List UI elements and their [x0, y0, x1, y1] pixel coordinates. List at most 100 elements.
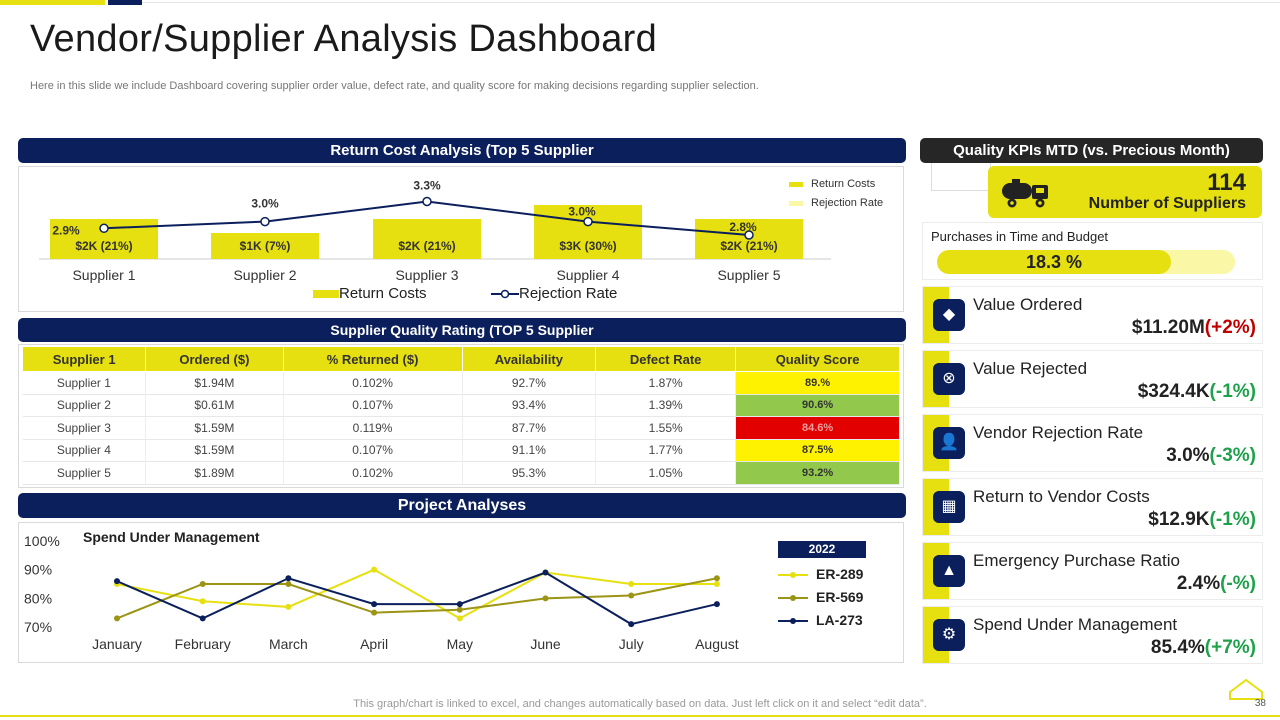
x-tick-label: March: [269, 636, 308, 652]
series-point: [371, 601, 378, 608]
tanker-truck-icon: [1002, 179, 1048, 208]
kpi-label: Vendor Rejection Rate: [973, 423, 1144, 442]
column-header: Quality Score: [735, 346, 900, 372]
table-row: Supplier 5 $1.89M 0.102% 95.3% 1.05% 93.2%: [22, 461, 900, 485]
series-point: [199, 615, 206, 622]
table-cell: 0.119%: [283, 416, 463, 440]
quality-score-cell: 89.%: [735, 371, 900, 395]
gear-money-icon: ⚙: [933, 619, 965, 651]
series-point: [371, 609, 378, 616]
line-legend: ER-289 ER-569 LA-273: [778, 566, 863, 635]
kpi-card-spend-under-management: ⚙ Spend Under Management 85.4%(+7%): [922, 606, 1263, 664]
kpi-label: Spend Under Management: [973, 615, 1178, 634]
table-row: Supplier 4 $1.59M 0.107% 91.1% 1.77% 87.5%: [22, 439, 900, 462]
legend-label: LA-273: [816, 612, 863, 628]
series-point: [628, 592, 635, 599]
table-cell: $0.61M: [145, 394, 284, 417]
category-label: Supplier 2: [233, 267, 296, 283]
quality-score-cell: 87.5%: [735, 439, 900, 462]
legend-line-icon: [778, 572, 808, 579]
legend-item-rejection-rate: Rejection Rate: [789, 197, 883, 209]
table-cell: 91.1%: [462, 439, 597, 462]
legend-label: Return Costs: [339, 285, 427, 302]
page-title: Vendor/Supplier Analysis Dashboard: [30, 18, 658, 60]
table-cell: $1.59M: [145, 416, 284, 440]
y-tick-label: 90%: [24, 562, 52, 578]
y-tick-label: 70%: [24, 619, 52, 635]
y-tick-label: 80%: [24, 590, 52, 606]
kpi-value-amount: 3.0%: [1166, 445, 1210, 466]
legend-swatch-icon: [789, 181, 803, 187]
purchases-label: Purchases in Time and Budget: [931, 229, 1109, 244]
kpi-value: $11.20M(+2%): [1132, 317, 1256, 339]
kpi-card-emergency-purchase-ratio: ▲ Emergency Purchase Ratio 2.4%(-%): [922, 542, 1263, 600]
table-header-row: Supplier 1 Ordered ($) % Returned ($) Av…: [21, 346, 900, 372]
kpi-delta: (-1%): [1209, 509, 1256, 530]
return-cost-bar: [373, 219, 481, 259]
table-cell: Supplier 4: [22, 439, 147, 462]
series-point: [456, 606, 463, 613]
table-cell: 92.7%: [462, 371, 597, 395]
kpi-value-amount: 85.4%: [1150, 637, 1205, 658]
series-point: [542, 569, 549, 576]
kpi-card-vendor-rejection-rate: 👤 Vendor Rejection Rate 3.0%(-3%): [922, 414, 1263, 472]
series-line-la-273: [116, 571, 718, 626]
quality-rating-header: Supplier Quality Rating (TOP 5 Supplier: [18, 318, 906, 342]
table-cell: 1.39%: [595, 394, 737, 417]
emergency-light-icon: ▲: [933, 555, 965, 587]
series-point: [285, 575, 292, 582]
suppliers-label: Number of Suppliers: [1088, 195, 1246, 212]
year-label: 2022: [778, 541, 866, 558]
table-row: Supplier 2 $0.61M 0.107% 93.4% 1.39% 90.6%: [22, 394, 900, 417]
series-point: [628, 621, 635, 628]
series-point: [371, 566, 378, 573]
table-cell: Supplier 2: [22, 394, 147, 417]
diamond-hand-icon: ◆: [933, 299, 965, 331]
home-icon[interactable]: [1226, 678, 1266, 700]
rejection-rate-point: [583, 216, 593, 227]
rate-label: 3.0%: [568, 205, 596, 219]
bottom-legend-rejection-rate: Rejection Rate: [491, 285, 617, 302]
table-cell: $1.89M: [145, 461, 284, 485]
return-cost-header: Return Cost Analysis (Top 5 Supplier: [18, 138, 906, 163]
legend-item-return-costs: Return Costs: [789, 178, 875, 190]
kpi-delta: (-%): [1220, 573, 1256, 594]
kpi-delta: (+2%): [1204, 317, 1256, 338]
column-header: Supplier 1: [21, 346, 147, 372]
rate-label: 2.9%: [52, 223, 80, 237]
page-subtitle: Here in this slide we include Dashboard …: [30, 80, 759, 92]
vendor-user-icon: 👤: [933, 427, 965, 459]
kpi-value-amount: $11.20M: [1131, 317, 1205, 338]
kpi-label: Value Ordered: [973, 295, 1083, 314]
bar-label: $2K (21%): [75, 239, 132, 253]
suppliers-count: 114: [1207, 169, 1246, 196]
series-point: [542, 595, 549, 602]
x-tick-label: June: [530, 636, 561, 652]
x-tick-label: January: [92, 636, 142, 652]
project-analyses-panel: 100% 90% 80% 70% January February March April Ma…: [18, 522, 904, 663]
project-analyses-header: Project Analyses: [18, 493, 906, 518]
bar-label: $2K (21%): [398, 239, 455, 253]
kpi-card-return-to-vendor-costs: ▦ Return to Vendor Costs $12.9K(-1%): [922, 478, 1263, 536]
series-point: [114, 615, 120, 622]
category-label: Supplier 3: [395, 267, 458, 283]
kpi-value-amount: 2.4%: [1176, 573, 1221, 594]
purchases-card: Purchases in Time and Budget 18.3 %: [922, 222, 1263, 280]
series-line-er-569: [116, 577, 718, 620]
rate-label: 3.3%: [413, 179, 441, 193]
series-line-er-289: [116, 568, 717, 620]
kpi-value-amount: $12.9K: [1148, 509, 1210, 530]
kpi-value: 3.0%(-3%): [1166, 445, 1256, 467]
footer-note: This graph/chart is linked to excel, and…: [353, 698, 927, 710]
table-cell: 1.77%: [595, 439, 737, 462]
legend-swatch-icon: [789, 200, 803, 206]
y-tick-label: 100%: [24, 533, 60, 549]
rejection-rate-point: [99, 223, 109, 234]
table-row: Supplier 3 $1.59M 0.119% 87.7% 1.55% 84.6%: [22, 416, 900, 440]
purchases-value: 18.3 %: [1025, 252, 1083, 272]
table-cell: 1.87%: [595, 371, 737, 395]
bar-label: $2K (21%): [720, 239, 777, 253]
return-cost-panel: $2K (21%) Supplier 1 $1K (7%) Supplier 2 $2K…: [18, 166, 904, 312]
column-header: Ordered ($): [145, 346, 284, 372]
legend-label: ER-569: [816, 589, 864, 605]
